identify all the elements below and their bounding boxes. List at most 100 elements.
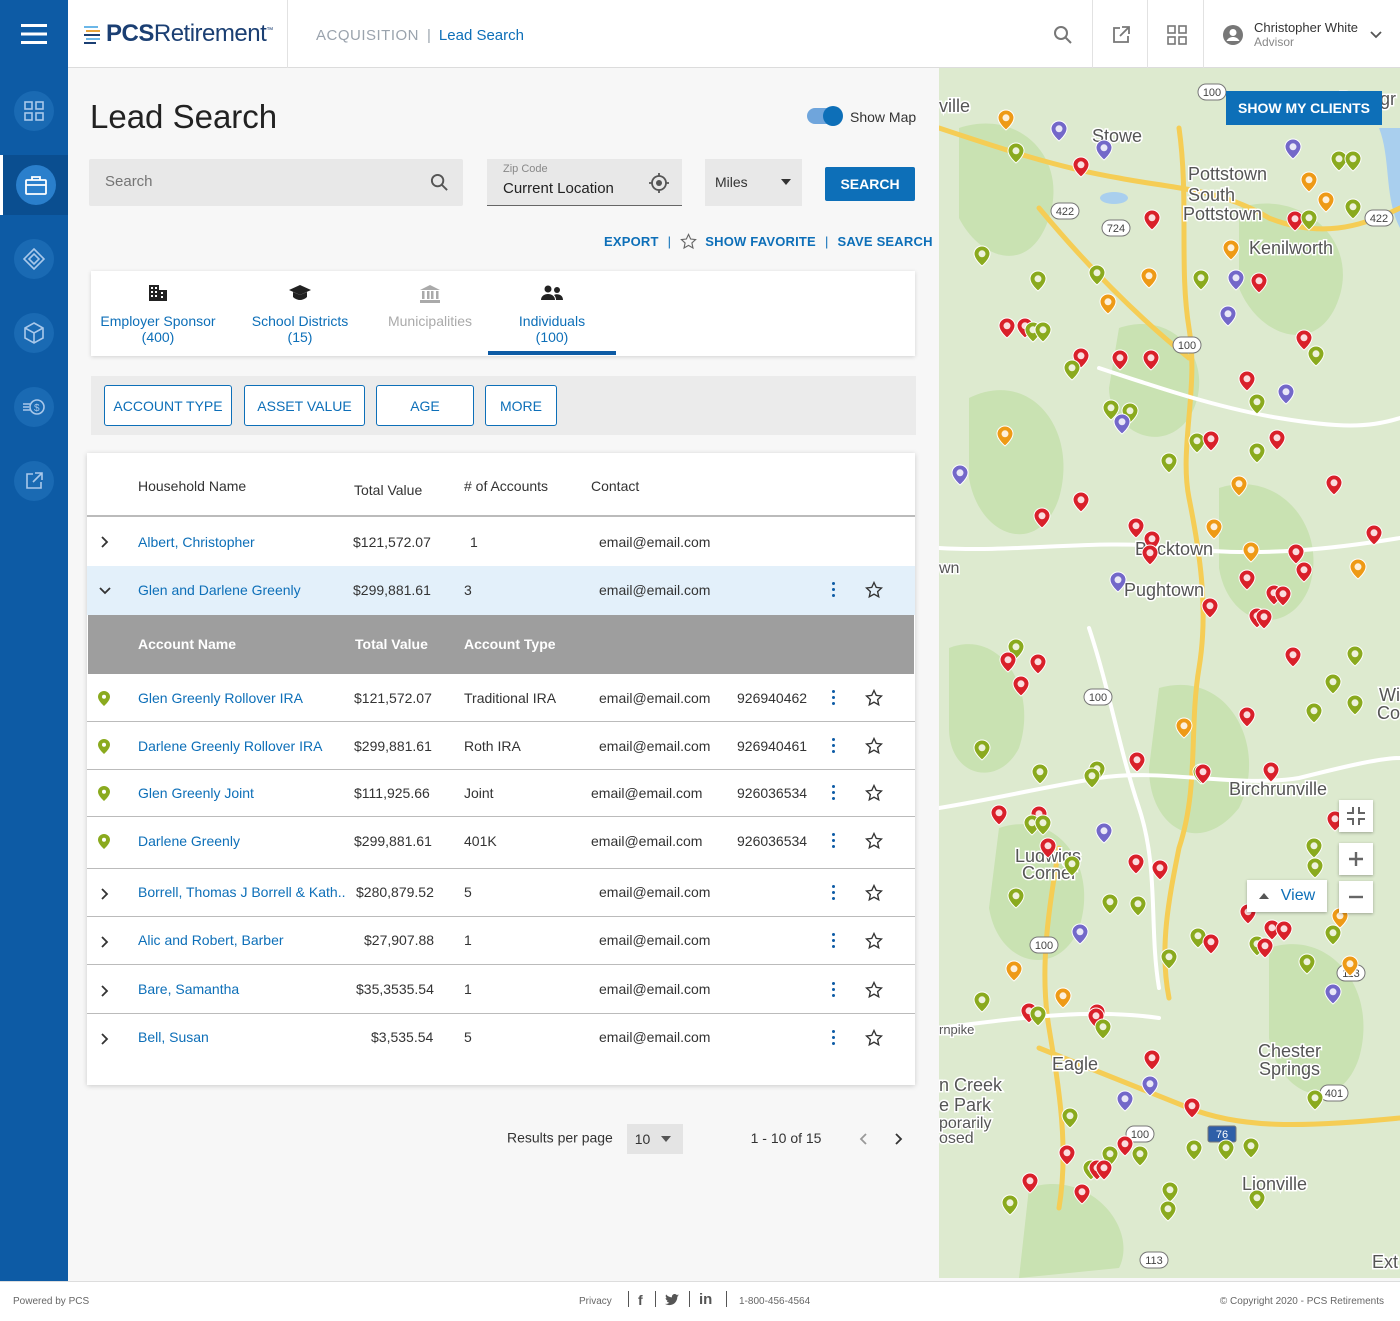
asset-value-filter[interactable]: ASSET VALUE bbox=[244, 385, 365, 426]
pcs-retirement-logo[interactable]: PCSRetirement™ bbox=[84, 18, 273, 50]
map-pin[interactable] bbox=[1185, 1139, 1203, 1161]
map-pin[interactable] bbox=[1099, 293, 1117, 315]
map-pin[interactable] bbox=[1222, 239, 1240, 261]
more-options-icon[interactable] bbox=[832, 933, 836, 949]
map-pin[interactable] bbox=[1295, 329, 1313, 351]
map-pin[interactable] bbox=[1242, 1137, 1260, 1159]
map-pin[interactable] bbox=[951, 464, 969, 486]
map-pin[interactable] bbox=[1307, 345, 1325, 367]
map-pin[interactable] bbox=[1306, 1089, 1324, 1111]
star-outline-icon[interactable] bbox=[865, 832, 883, 850]
star-outline-icon[interactable] bbox=[865, 932, 883, 950]
map-pin[interactable] bbox=[1344, 150, 1362, 172]
twitter-icon[interactable] bbox=[665, 1294, 679, 1306]
map-pin[interactable] bbox=[1029, 653, 1047, 675]
map-pin[interactable] bbox=[1317, 191, 1335, 213]
map-pin[interactable] bbox=[1058, 1144, 1076, 1166]
distance-units-select[interactable]: Miles bbox=[705, 159, 802, 206]
facebook-icon[interactable]: f bbox=[638, 1292, 643, 1308]
map-pin[interactable] bbox=[1175, 717, 1193, 739]
map-pin[interactable] bbox=[973, 991, 991, 1013]
breadcrumb-section[interactable]: ACQUISITION bbox=[316, 27, 420, 44]
tab-employer-sponsor[interactable]: Employer Sponsor (400) bbox=[91, 271, 225, 356]
map-pin[interactable] bbox=[1005, 960, 1023, 982]
user-menu[interactable]: Christopher White Advisor bbox=[1222, 20, 1382, 49]
map-pin[interactable] bbox=[1284, 138, 1302, 160]
star-outline-icon[interactable] bbox=[865, 784, 883, 802]
map-pin[interactable] bbox=[1063, 855, 1081, 877]
search-icon[interactable] bbox=[430, 173, 449, 192]
map-pin[interactable] bbox=[1344, 198, 1362, 220]
map-pin[interactable] bbox=[1113, 413, 1131, 435]
map-pin[interactable] bbox=[1188, 432, 1206, 454]
map-pin[interactable] bbox=[1143, 209, 1161, 231]
map-pin[interactable] bbox=[1012, 675, 1030, 697]
map-pin[interactable] bbox=[973, 245, 991, 267]
more-options-icon[interactable] bbox=[832, 885, 836, 901]
map-pin[interactable] bbox=[1242, 541, 1260, 563]
table-row[interactable]: Borrell, Thomas J Borrell & Kath.. $280,8… bbox=[87, 869, 915, 917]
table-row[interactable]: Alic and Robert, Barber $27,907.88 1 email@… bbox=[87, 917, 915, 965]
map-pin[interactable] bbox=[1129, 895, 1147, 917]
account-type-filter[interactable]: ACCOUNT TYPE bbox=[104, 385, 232, 426]
more-options-icon[interactable] bbox=[832, 833, 836, 849]
more-options-icon[interactable] bbox=[832, 982, 836, 998]
map-pin[interactable] bbox=[990, 804, 1008, 826]
map-pin[interactable] bbox=[1001, 1194, 1019, 1216]
zip-code-field[interactable]: Zip Code Current Location bbox=[487, 159, 682, 206]
map-pin[interactable] bbox=[1061, 1107, 1079, 1129]
map-pin[interactable] bbox=[1183, 1097, 1201, 1119]
map-pin[interactable] bbox=[1127, 853, 1145, 875]
sidebar-diamond[interactable] bbox=[0, 229, 68, 289]
more-filter[interactable]: MORE bbox=[485, 385, 557, 426]
map-pin[interactable] bbox=[1295, 561, 1313, 583]
more-options-icon[interactable] bbox=[832, 1030, 836, 1046]
table-row[interactable]: Bell, Susan $3,535.54 5 email@email.com bbox=[87, 1014, 915, 1062]
map-pin[interactable] bbox=[1034, 814, 1052, 836]
account-row[interactable]: Darlene Greenly Rollover IRA $299,881.61 R… bbox=[87, 722, 915, 770]
map-pin[interactable] bbox=[997, 109, 1015, 131]
map-pin[interactable] bbox=[1095, 139, 1113, 161]
map-pin[interactable] bbox=[1248, 442, 1266, 464]
sidebar-products[interactable] bbox=[0, 303, 68, 363]
show-favorite-link[interactable]: SHOW FAVORITE bbox=[705, 234, 816, 249]
map-view-toggle[interactable]: View bbox=[1247, 880, 1327, 912]
more-options-icon[interactable] bbox=[832, 582, 836, 598]
apps-grid-icon[interactable] bbox=[1166, 24, 1188, 46]
map-pin[interactable] bbox=[1141, 544, 1159, 566]
privacy-link[interactable]: Privacy bbox=[579, 1296, 612, 1307]
map-pin[interactable] bbox=[1194, 763, 1212, 785]
map-pin[interactable] bbox=[1248, 1189, 1266, 1211]
map-pin[interactable] bbox=[1330, 150, 1348, 172]
show-map-toggle[interactable] bbox=[807, 106, 843, 126]
zoom-out-button[interactable] bbox=[1339, 881, 1373, 913]
map-pin[interactable] bbox=[1131, 1145, 1149, 1167]
per-page-select[interactable]: 10 bbox=[626, 1124, 683, 1154]
hamburger-menu-button[interactable] bbox=[0, 0, 68, 68]
map-pin[interactable] bbox=[1029, 1005, 1047, 1027]
map-pin[interactable] bbox=[1050, 120, 1068, 142]
search-input[interactable] bbox=[105, 173, 415, 190]
map-pin[interactable] bbox=[1116, 1090, 1134, 1112]
show-my-clients-button[interactable]: SHOW MY CLIENTS bbox=[1226, 91, 1382, 125]
map-pin[interactable] bbox=[999, 651, 1017, 673]
map-pin[interactable] bbox=[1039, 837, 1057, 859]
map-pin[interactable] bbox=[1262, 761, 1280, 783]
map-pin[interactable] bbox=[1072, 491, 1090, 513]
map-pin[interactable] bbox=[1127, 517, 1145, 539]
map-pin[interactable] bbox=[998, 317, 1016, 339]
map-pin[interactable] bbox=[1217, 1139, 1235, 1161]
location-target-icon[interactable] bbox=[648, 172, 670, 194]
map-pin[interactable] bbox=[1072, 156, 1090, 178]
sidebar-finance[interactable]: $ bbox=[0, 377, 68, 437]
map-pin[interactable] bbox=[1324, 983, 1342, 1005]
map-pin[interactable] bbox=[1274, 585, 1292, 607]
sidebar-external[interactable] bbox=[0, 451, 68, 511]
household-name-link[interactable]: Bell, Susan bbox=[138, 1029, 209, 1045]
account-row[interactable]: Glen Greenly Joint $111,925.66 Joint email@… bbox=[87, 769, 915, 817]
map-pin[interactable] bbox=[1034, 321, 1052, 343]
map-pin[interactable] bbox=[1159, 1200, 1177, 1222]
map-pin[interactable] bbox=[1101, 893, 1119, 915]
map-view[interactable]: 10042272442210010010040110076113113 Pott… bbox=[939, 68, 1400, 1278]
chevron-right-icon[interactable] bbox=[101, 936, 109, 948]
